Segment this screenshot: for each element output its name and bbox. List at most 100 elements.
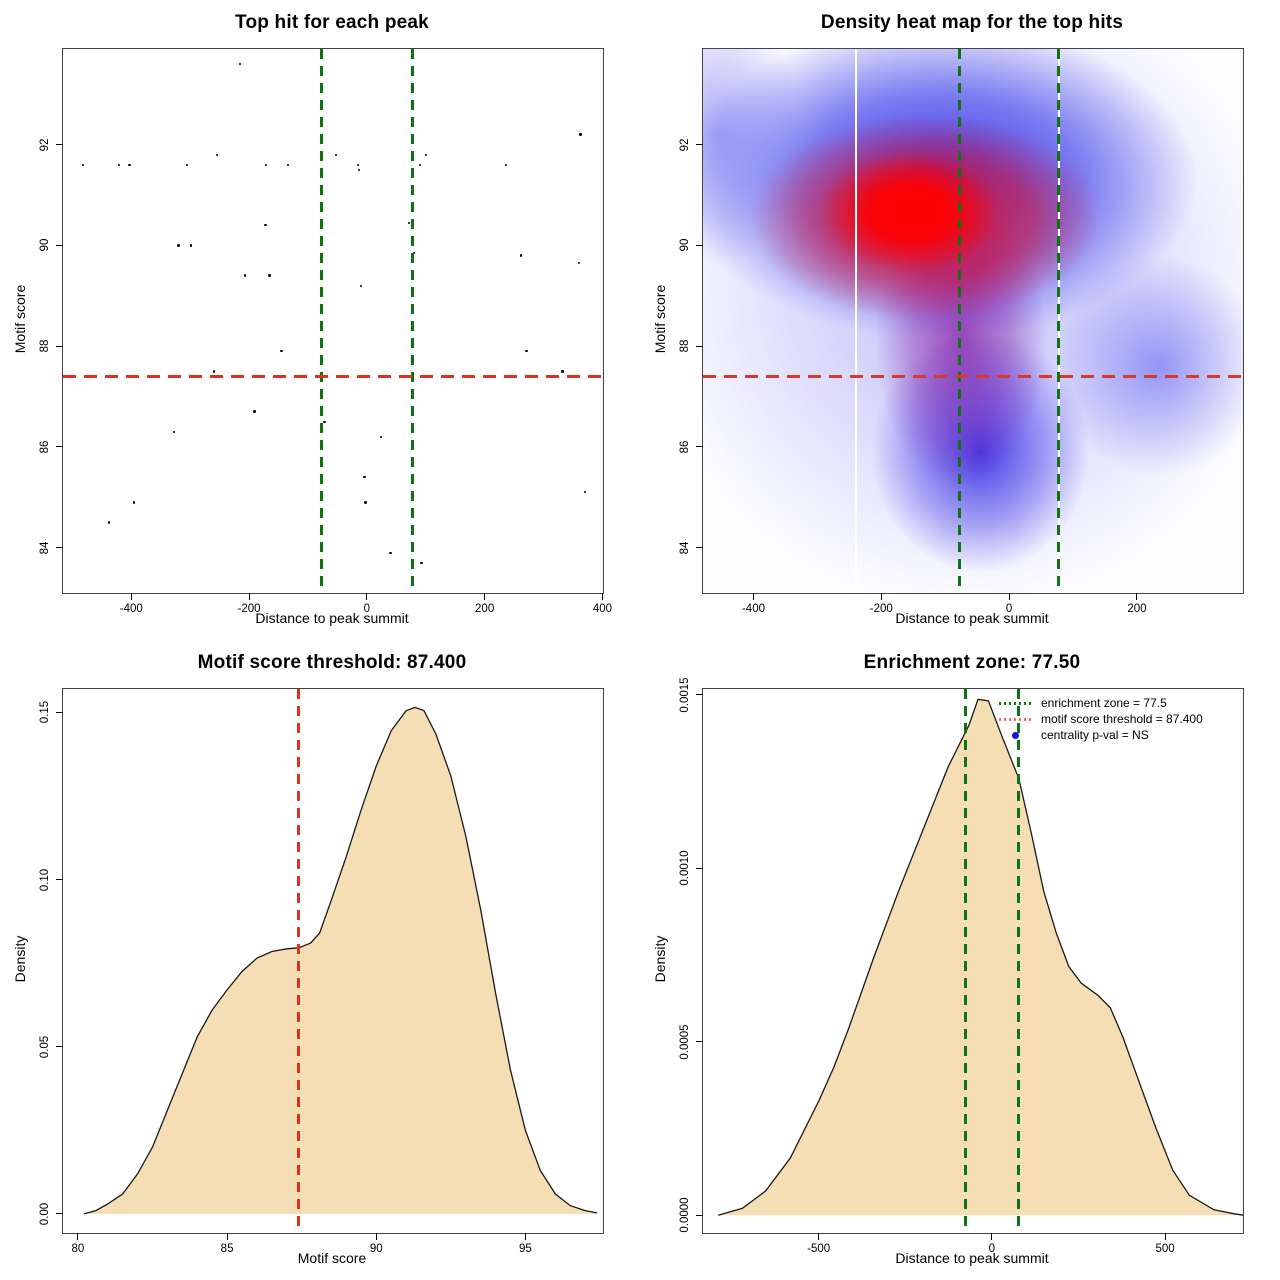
y-tick-mark [696, 547, 703, 549]
scatter-point [239, 62, 242, 66]
score-density-x-axis-label: Motif score [297, 1250, 367, 1266]
y-tick-mark [56, 1046, 63, 1048]
y-tick-label: 92 [39, 138, 51, 152]
scatter-point [359, 284, 363, 287]
x-tick-mark [130, 593, 132, 600]
scatter-point [356, 163, 360, 167]
white-reference-line [854, 49, 857, 593]
y-tick-mark [56, 345, 63, 347]
x-tick-label: -400 [741, 603, 765, 615]
y-tick-label: 0.0010 [679, 850, 691, 886]
x-tick-mark [991, 1233, 993, 1240]
y-tick-mark [56, 711, 63, 713]
scatter-point [177, 244, 180, 247]
legend-label: centrality p-val = NS [1041, 728, 1149, 742]
x-tick-label: 0 [1005, 603, 1013, 615]
x-tick-mark [524, 1233, 526, 1240]
panel-enrichment-zone-density: Enrichment zone: 77.50 enrichment zone =… [640, 640, 1280, 1280]
scatter-point [577, 261, 581, 265]
x-tick-label: 200 [475, 603, 495, 615]
y-tick-label: 92 [679, 138, 691, 152]
x-tick-label: 90 [369, 1243, 383, 1255]
y-tick-label: 88 [679, 339, 691, 353]
scatter-y-axis-label: Motif score [12, 284, 28, 354]
scatter-point [363, 475, 366, 479]
scatter-point [264, 163, 268, 167]
scatter-plot-area: -400 -200 0 200 400 84 86 88 90 92 [39, 48, 612, 615]
x-tick-label: 500 [1155, 1243, 1175, 1255]
scatter-point [504, 163, 508, 167]
y-tick-label: 0.0015 [679, 677, 691, 713]
x-tick-mark [752, 593, 754, 600]
y-tick-mark [56, 446, 63, 448]
motif-score-threshold-line [703, 374, 1243, 378]
scatter-point [133, 501, 136, 504]
legend: enrichment zone = 77.5 motif score thres… [999, 695, 1203, 743]
enrichment-zone-line [1057, 49, 1061, 593]
x-tick-mark [880, 593, 882, 600]
motif-score-threshold-line [63, 374, 603, 378]
x-tick-mark [375, 1233, 377, 1240]
threshold-line [297, 689, 301, 1233]
scatter-point [525, 350, 528, 353]
y-tick-mark [56, 244, 63, 246]
y-tick-label: 0.00 [39, 1202, 51, 1226]
scatter-point [186, 163, 189, 167]
scatter-point [107, 521, 111, 524]
x-tick-mark [226, 1233, 228, 1240]
scatter-point [519, 254, 523, 257]
scatter-point [379, 435, 383, 439]
heatmap-plot-area: -400 -200 0 200 84 86 88 90 92 [679, 48, 1244, 615]
scatter-point [212, 370, 215, 373]
scatter-point [420, 561, 423, 564]
density-outline [83, 706, 598, 1215]
y-tick-label: 0.0005 [679, 1024, 691, 1060]
panel-density-heatmap: Density heat map for the top hits -400 -2… [640, 0, 1280, 640]
x-tick-mark [248, 593, 250, 600]
y-tick-mark [696, 1214, 703, 1216]
scatter-point [579, 133, 582, 136]
x-tick-label: 95 [519, 1243, 532, 1255]
scatter-point [364, 501, 367, 504]
scatter-x-axis-label: Distance to peak summit [255, 610, 409, 626]
heatmap-surface [703, 49, 1243, 593]
y-tick-label: 0.15 [39, 701, 51, 724]
y-tick-label: 86 [39, 440, 51, 454]
enrichment-x-axis-label: Distance to peak summit [895, 1250, 1049, 1266]
y-tick-label: 84 [39, 541, 51, 555]
blue-dot-swatch [999, 727, 1032, 743]
scatter-point [117, 163, 121, 167]
legend-item-centrality-pval: centrality p-val = NS [999, 727, 1203, 743]
scatter-point [323, 420, 326, 423]
enrichment-zone-line [958, 49, 962, 593]
scatter-title: Top hit for each peak [235, 12, 429, 33]
y-tick-label: 86 [679, 440, 691, 454]
scatter-point [253, 410, 256, 413]
x-tick-label: -200 [237, 603, 261, 615]
scatter-point [286, 163, 290, 167]
heatmap-y-axis-label: Motif score [652, 284, 668, 354]
scatter-point [216, 153, 219, 156]
y-tick-mark [696, 345, 703, 347]
scatter-point [408, 221, 411, 224]
y-tick-label: 90 [679, 239, 691, 252]
heatmap-x-axis-label: Distance to peak summit [895, 610, 1049, 626]
enrichment-zone-line [410, 49, 414, 593]
legend-item-enrichment-zone: enrichment zone = 77.5 [999, 695, 1203, 711]
panel-motif-score-density: Motif score threshold: 87.400 80 85 90 95 0.… [0, 640, 640, 1280]
scatter-point [424, 153, 427, 156]
x-tick-mark [77, 1233, 79, 1240]
legend-label: enrichment zone = 77.5 [1041, 696, 1167, 710]
y-tick-mark [696, 1041, 703, 1043]
scatter-point [358, 168, 361, 172]
x-tick-label: 0 [988, 1243, 996, 1255]
legend-item-motif-threshold: motif score threshold = 87.400 [999, 711, 1203, 727]
x-tick-mark [1008, 593, 1010, 600]
x-tick-mark [818, 1233, 820, 1240]
green-dotted-line-swatch [999, 701, 1032, 705]
scatter-point [335, 153, 338, 156]
enrichment-y-axis-label: Density [652, 935, 668, 983]
y-tick-label: 90 [39, 239, 51, 252]
x-tick-label: 400 [592, 603, 612, 615]
enrichment-title: Enrichment zone: 77.50 [863, 652, 1081, 673]
